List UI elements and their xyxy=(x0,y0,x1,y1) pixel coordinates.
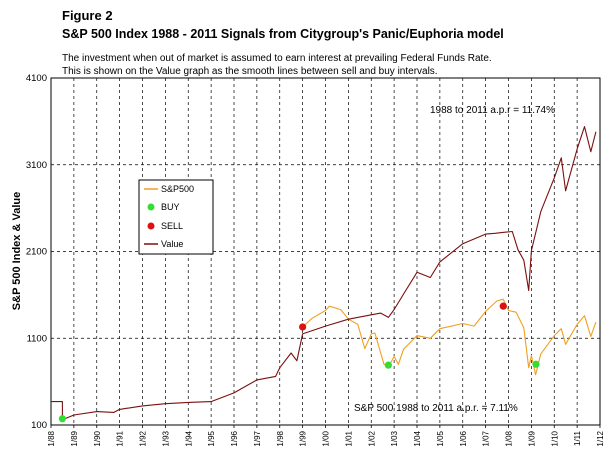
legend-sp500-label: S&P500 xyxy=(161,184,194,194)
x-tick-label: 1/02 xyxy=(367,430,376,446)
legend: S&P500 BUY SELL Value xyxy=(138,179,214,255)
legend-sell-label: SELL xyxy=(161,221,183,231)
y-tick-label: 4100 xyxy=(26,73,47,84)
x-tick-label: 1/08 xyxy=(505,430,514,446)
x-tick-label: 1/12 xyxy=(596,430,605,446)
x-tick-label: 1/00 xyxy=(322,430,331,446)
y-tick-label: 1100 xyxy=(27,333,47,344)
x-tick-label: 1/01 xyxy=(344,430,353,446)
chart-note-line-2: This is shown on the Value graph as the … xyxy=(62,66,438,77)
x-tick-label: 1/10 xyxy=(550,430,559,446)
y-tick-label: 100 xyxy=(31,420,47,431)
x-tick-label: 1/11 xyxy=(573,430,582,446)
x-tick-label: 1/97 xyxy=(253,430,262,446)
chart-title: S&P 500 Index 1988 - 2011 Signals from C… xyxy=(62,27,504,41)
buy-signal-marker xyxy=(58,415,66,423)
y-tick-label: 2100 xyxy=(26,247,47,258)
series-line-sp500 xyxy=(302,298,597,376)
x-tick-label: 1/89 xyxy=(70,430,79,446)
sell-signal-marker xyxy=(299,323,307,331)
x-tick-label: 1/95 xyxy=(207,430,216,446)
x-tick-label: 1/03 xyxy=(390,430,399,446)
x-tick-label: 1/94 xyxy=(184,430,193,446)
figure-label: Figure 2 xyxy=(62,8,113,23)
x-tick-label: 1/93 xyxy=(161,430,170,446)
x-tick-label: 1/88 xyxy=(47,430,56,446)
chart-note-line-1: The investment when out of market is ass… xyxy=(62,53,492,64)
signal-markers xyxy=(58,302,540,423)
x-tick-label: 1/05 xyxy=(436,430,445,446)
x-tick-label: 1/98 xyxy=(276,430,285,446)
grid-lines xyxy=(50,78,601,428)
x-tick-label: 1/99 xyxy=(299,430,308,446)
sp500-apr-annotation: S&P 500 1988 to 2011 a.p.r. = 7.11% xyxy=(354,403,518,414)
legend-value-label: Value xyxy=(161,239,183,249)
x-tick-label: 1/09 xyxy=(527,430,536,446)
legend-buy-swatch xyxy=(147,203,155,211)
legend-sell-swatch xyxy=(147,222,155,230)
buy-signal-marker xyxy=(532,360,540,368)
data-series xyxy=(51,126,597,421)
x-tick-label: 1/96 xyxy=(230,430,239,446)
x-tick-label: 1/06 xyxy=(459,430,468,446)
x-tick-label: 1/91 xyxy=(116,430,125,446)
y-axis-label: S&P 500 Index & Value xyxy=(11,192,23,310)
x-tick-label: 1/07 xyxy=(482,430,491,446)
buy-signal-marker xyxy=(384,361,392,369)
x-tick-labels: 1/88 1/89 1/90 1/91 1/92 1/93 1/94 1/95 1/96 1/97… xyxy=(47,430,605,446)
x-tick-label: 1/92 xyxy=(139,430,148,446)
value-apr-annotation: 1988 to 2011 a.p.r = 11.74% xyxy=(430,105,555,116)
y-tick-labels: 100 1100 2100 3100 4100 xyxy=(26,73,47,431)
legend-buy-label: BUY xyxy=(161,202,180,212)
sell-signal-marker xyxy=(499,302,507,310)
series-line-value xyxy=(51,126,597,421)
legend-box xyxy=(138,179,214,255)
x-tick-label: 1/90 xyxy=(93,430,102,446)
y-tick-label: 3100 xyxy=(26,160,47,171)
x-tick-label: 1/04 xyxy=(413,430,422,446)
